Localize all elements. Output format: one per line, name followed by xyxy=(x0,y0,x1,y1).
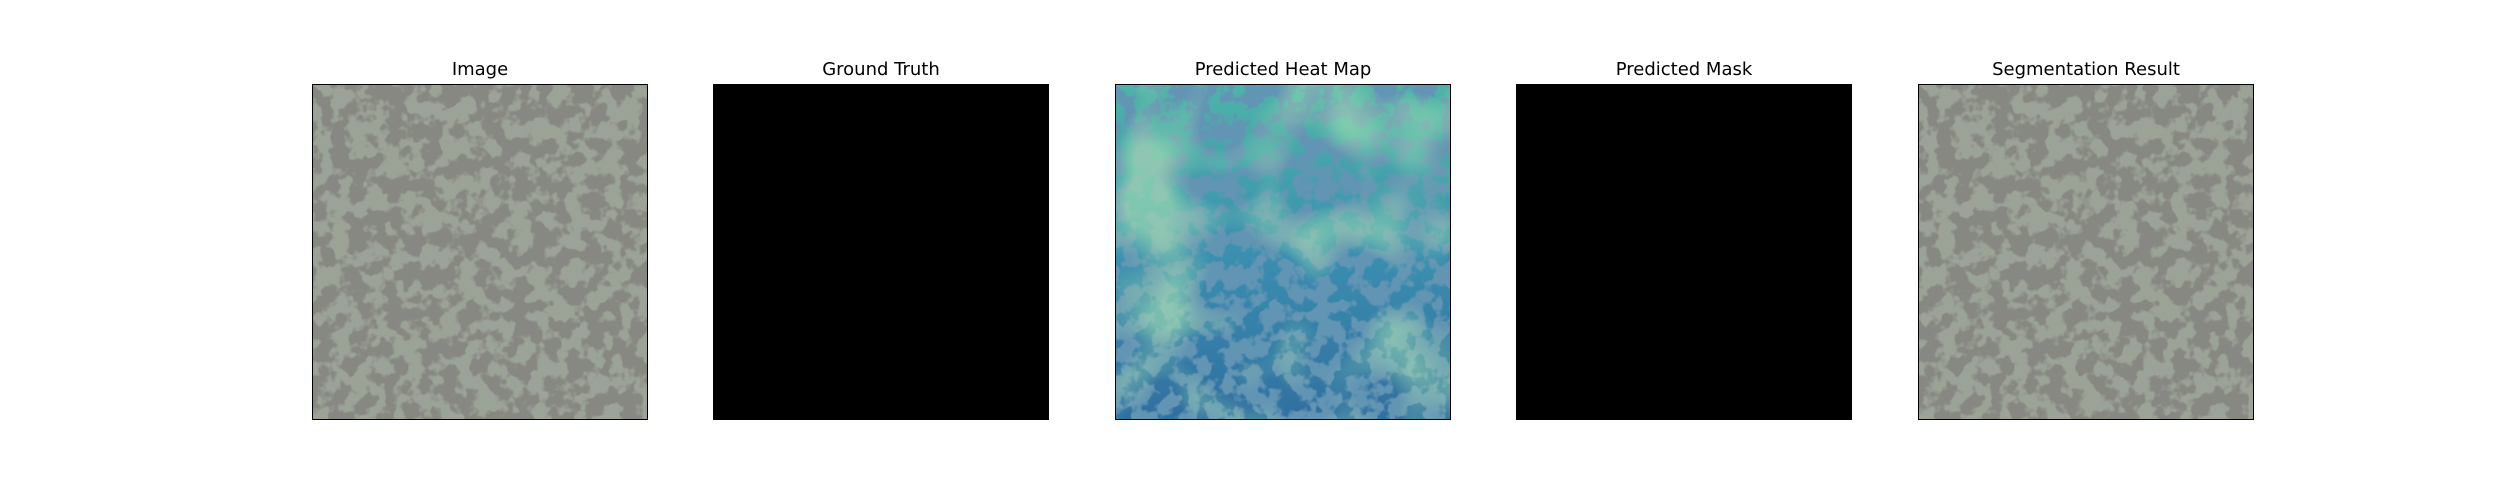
panel-heat-map: Predicted Heat Map xyxy=(1115,0,1451,500)
texture-image xyxy=(312,84,648,420)
panel-ground-truth: Ground Truth xyxy=(713,0,1049,500)
panel-segmentation-result: Segmentation Result xyxy=(1918,0,2254,500)
texture-grain xyxy=(313,85,647,419)
texture-grain xyxy=(1919,85,2253,419)
panel-title: Segmentation Result xyxy=(1992,59,2180,80)
panel-title: Image xyxy=(451,59,509,80)
heat-map-overlay xyxy=(1115,84,1451,420)
panel-predicted-mask: Predicted Mask xyxy=(1516,0,1852,500)
ground-truth-mask xyxy=(713,84,1049,420)
panel-title: Predicted Mask xyxy=(1615,59,1753,80)
panel-image: Image xyxy=(312,0,648,500)
panel-title: Ground Truth xyxy=(822,59,940,80)
predicted-mask xyxy=(1516,84,1852,420)
segmentation-result-image xyxy=(1918,84,2254,420)
panel-title: Predicted Heat Map xyxy=(1194,59,1372,80)
heat-map-hot-regions xyxy=(1116,85,1450,419)
